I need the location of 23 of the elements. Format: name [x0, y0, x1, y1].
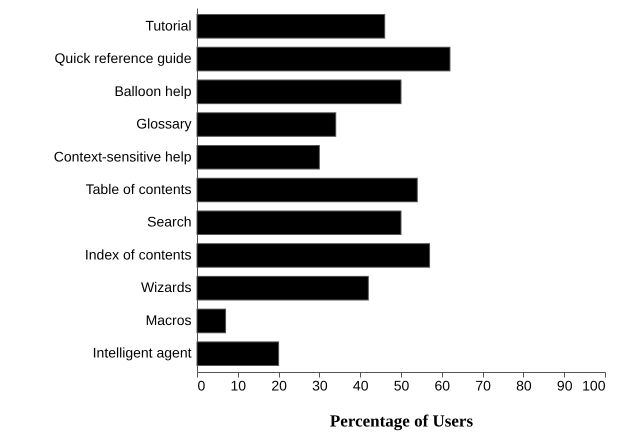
- y-tick-label: Context-sensitive help: [54, 148, 192, 164]
- y-tick-label: Index of contents: [84, 246, 192, 262]
- x-tick-label: 20: [271, 378, 288, 394]
- x-tick-label: 40: [352, 378, 369, 394]
- x-tick-label: 60: [434, 378, 450, 394]
- y-tick-label: Table of contents: [86, 181, 192, 197]
- y-tick-label: Balloon help: [114, 82, 192, 99]
- y-tick-label: Quick reference guide: [54, 50, 192, 66]
- x-axis-title: Percentage of Users: [330, 412, 474, 430]
- x-tick-label: 50: [394, 378, 410, 394]
- y-tick-label: Macros: [146, 312, 192, 328]
- x-tick-label: 90: [556, 378, 573, 394]
- x-tick-label: 100: [582, 378, 606, 394]
- y-tick-label: Wizards: [140, 279, 192, 296]
- y-tick-label: Search: [147, 214, 192, 230]
- x-tick-label: 30: [312, 378, 328, 394]
- y-tick-label: Tutorial: [145, 17, 192, 34]
- x-tick-label: 80: [516, 378, 532, 394]
- x-tick-label: 70: [475, 378, 492, 394]
- y-tick-label: Intelligent agent: [92, 344, 192, 361]
- x-tick-label: 0: [198, 378, 206, 394]
- x-tick-label: 10: [230, 378, 246, 394]
- y-tick-label: Glossary: [136, 116, 192, 132]
